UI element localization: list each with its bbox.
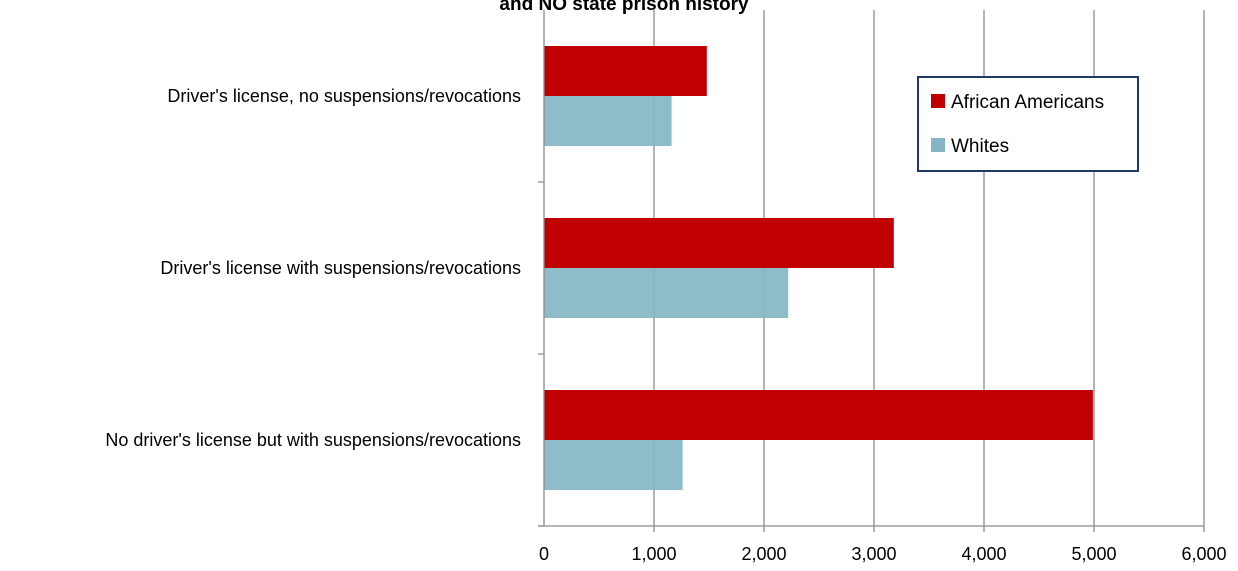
category-label: No driver's license but with suspensions… xyxy=(105,430,521,450)
axes: 0 1,000 2,000 3,000 4,000 5,000 6,000 Driver's … xyxy=(105,10,1227,564)
x-tick-label: 6,000 xyxy=(1181,544,1226,564)
bar-whites-2 xyxy=(544,440,683,490)
bar-african-americans-2 xyxy=(544,390,1093,440)
legend-label-whites: Whites xyxy=(951,136,1009,157)
x-tick-label: 4,000 xyxy=(961,544,1006,564)
legend: African Americans Whites xyxy=(917,76,1139,172)
legend-label-african-americans: African Americans xyxy=(951,92,1104,113)
bar-whites-1 xyxy=(544,268,789,318)
x-tick-label: 2,000 xyxy=(741,544,786,564)
legend-swatch-african-americans xyxy=(931,94,945,108)
x-tick-label: 3,000 xyxy=(851,544,896,564)
bar-african-americans-1 xyxy=(544,218,894,268)
category-label: Driver's license with suspensions/revoca… xyxy=(160,258,521,278)
x-tick-label: 0 xyxy=(539,544,549,564)
bars xyxy=(544,46,1093,490)
bar-african-americans-0 xyxy=(544,46,707,96)
legend-swatch-whites xyxy=(931,138,945,152)
bar-whites-0 xyxy=(544,96,672,146)
x-tick-label: 1,000 xyxy=(631,544,676,564)
legend-box xyxy=(917,76,1139,172)
chart-title: and NO state prison history xyxy=(499,0,749,15)
category-label: Driver's license, no suspensions/revocat… xyxy=(167,86,521,106)
x-tick-label: 5,000 xyxy=(1071,544,1116,564)
